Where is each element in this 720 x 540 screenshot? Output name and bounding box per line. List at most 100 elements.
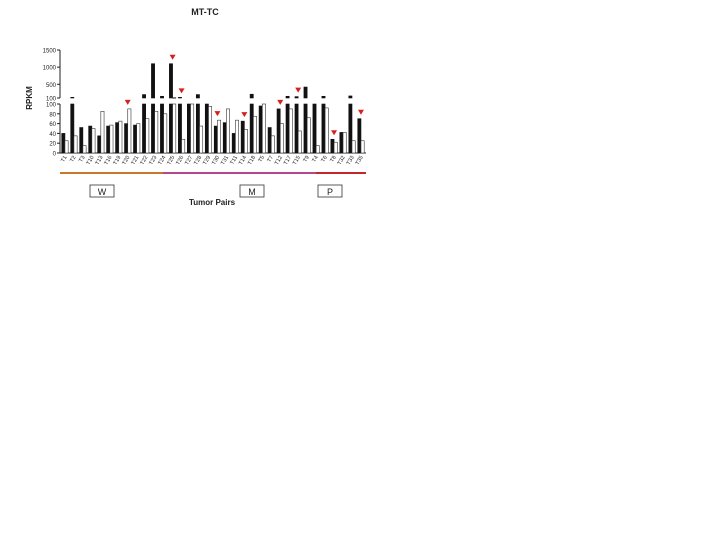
bar-lower (231, 133, 236, 154)
marker-triangle (169, 54, 176, 60)
x-tick-label: T1 (60, 155, 68, 164)
x-tick-label: T27 (184, 155, 194, 166)
marker-triangle (124, 99, 131, 105)
lower-tick-label: 20 (49, 142, 56, 148)
bar-lower (181, 138, 186, 154)
bar-lower (61, 133, 66, 154)
bar-lower (97, 135, 102, 154)
bar-lower (187, 103, 191, 154)
x-tick-label: T5 (258, 155, 266, 164)
bar-upper (249, 93, 254, 99)
bar-lower (64, 140, 69, 154)
bar-lower (285, 103, 290, 154)
bar-lower (276, 108, 281, 154)
bar-lower (240, 120, 245, 154)
x-tick-label: T7 (267, 155, 275, 164)
bar-upper (70, 97, 75, 99)
group-label: W (98, 187, 107, 197)
bar-lower (339, 132, 344, 154)
bar-lower (312, 103, 317, 154)
bar-lower (213, 125, 218, 154)
upper-y-axis: 1500 1000 500 100 (43, 49, 61, 103)
bar-lower (226, 108, 230, 154)
x-tick-label: T17 (283, 155, 293, 166)
bar-upper (348, 95, 353, 99)
group-box (89, 184, 115, 198)
x-tick-label: T21 (131, 155, 141, 166)
x-tick-label: T16 (104, 155, 114, 166)
bar-lower (235, 119, 239, 154)
bar-lower (357, 118, 362, 154)
lower-tick-label: 0 (53, 152, 57, 158)
upper-tick-label: 500 (46, 83, 57, 89)
bar-lower (91, 128, 96, 154)
bar-upper (151, 63, 155, 99)
x-tick-label: T13 (95, 155, 105, 166)
bar-lower (154, 111, 159, 154)
markers-group (124, 54, 364, 136)
bar-lower (208, 106, 213, 154)
bar-lower (73, 135, 78, 154)
x-tick-label: T35 (355, 155, 365, 166)
x-tick-label: T11 (229, 155, 239, 166)
bar-lower (115, 122, 120, 154)
x-tick-label: T6 (320, 155, 328, 164)
bar-upper (160, 95, 164, 99)
bar-lower (79, 127, 84, 154)
bar-lower (106, 125, 111, 154)
bar-lower (100, 111, 105, 154)
bar-lower (288, 108, 293, 154)
chart-title: MT-TC (191, 7, 219, 17)
x-tick-label: T9 (302, 155, 310, 164)
bar-lower (222, 122, 227, 154)
bar-lower (195, 103, 200, 154)
x-tick-label: T26 (175, 155, 185, 166)
marker-triangle (214, 111, 221, 117)
bar-lower (351, 140, 356, 154)
group-label: M (248, 187, 256, 197)
bar-lower (124, 123, 129, 154)
bar-lower (348, 103, 353, 154)
bar-lower (70, 103, 75, 154)
marker-triangle (178, 88, 185, 94)
bar-lower (333, 141, 338, 154)
x-tick-label: T33 (346, 155, 356, 166)
x-tick-label: T15 (292, 155, 302, 166)
bar-lower (261, 103, 266, 154)
bar-lower (145, 118, 150, 154)
bar-lower (160, 103, 164, 154)
bar-lower (342, 132, 347, 154)
bar-lower (306, 117, 311, 154)
bar-lower (294, 103, 299, 154)
x-tick-label: T22 (139, 155, 149, 166)
x-tick-label: T2 (69, 155, 77, 164)
bar-lower (297, 130, 302, 154)
bar-lower (178, 103, 182, 154)
bar-lower (204, 103, 209, 154)
upper-tick-label: 1500 (43, 49, 57, 55)
group-box (239, 184, 265, 198)
bar-lower (279, 123, 284, 154)
x-tick-label: T3 (78, 155, 86, 164)
bar-lower (169, 103, 173, 154)
bar-lower (190, 103, 195, 154)
bar-lower (253, 115, 257, 154)
x-tick-label: T20 (122, 155, 132, 166)
lower-tick-label: 60 (49, 122, 56, 128)
bar-lower (199, 125, 204, 154)
bar-lower (315, 145, 320, 154)
lower-tick-label: 100 (46, 103, 57, 109)
marker-triangle (331, 130, 338, 136)
upper-tick-label: 1000 (43, 66, 57, 72)
bar-lower (88, 125, 93, 154)
bar-lower (330, 138, 335, 154)
x-axis-label: Tumor Pairs (189, 198, 236, 207)
x-tick-label: T10 (86, 155, 96, 166)
bar-lower (127, 108, 132, 154)
y-axis-label: RPKM (25, 86, 34, 110)
bar-lower (109, 124, 114, 154)
bars-group (61, 63, 365, 154)
marker-triangle (295, 87, 302, 93)
